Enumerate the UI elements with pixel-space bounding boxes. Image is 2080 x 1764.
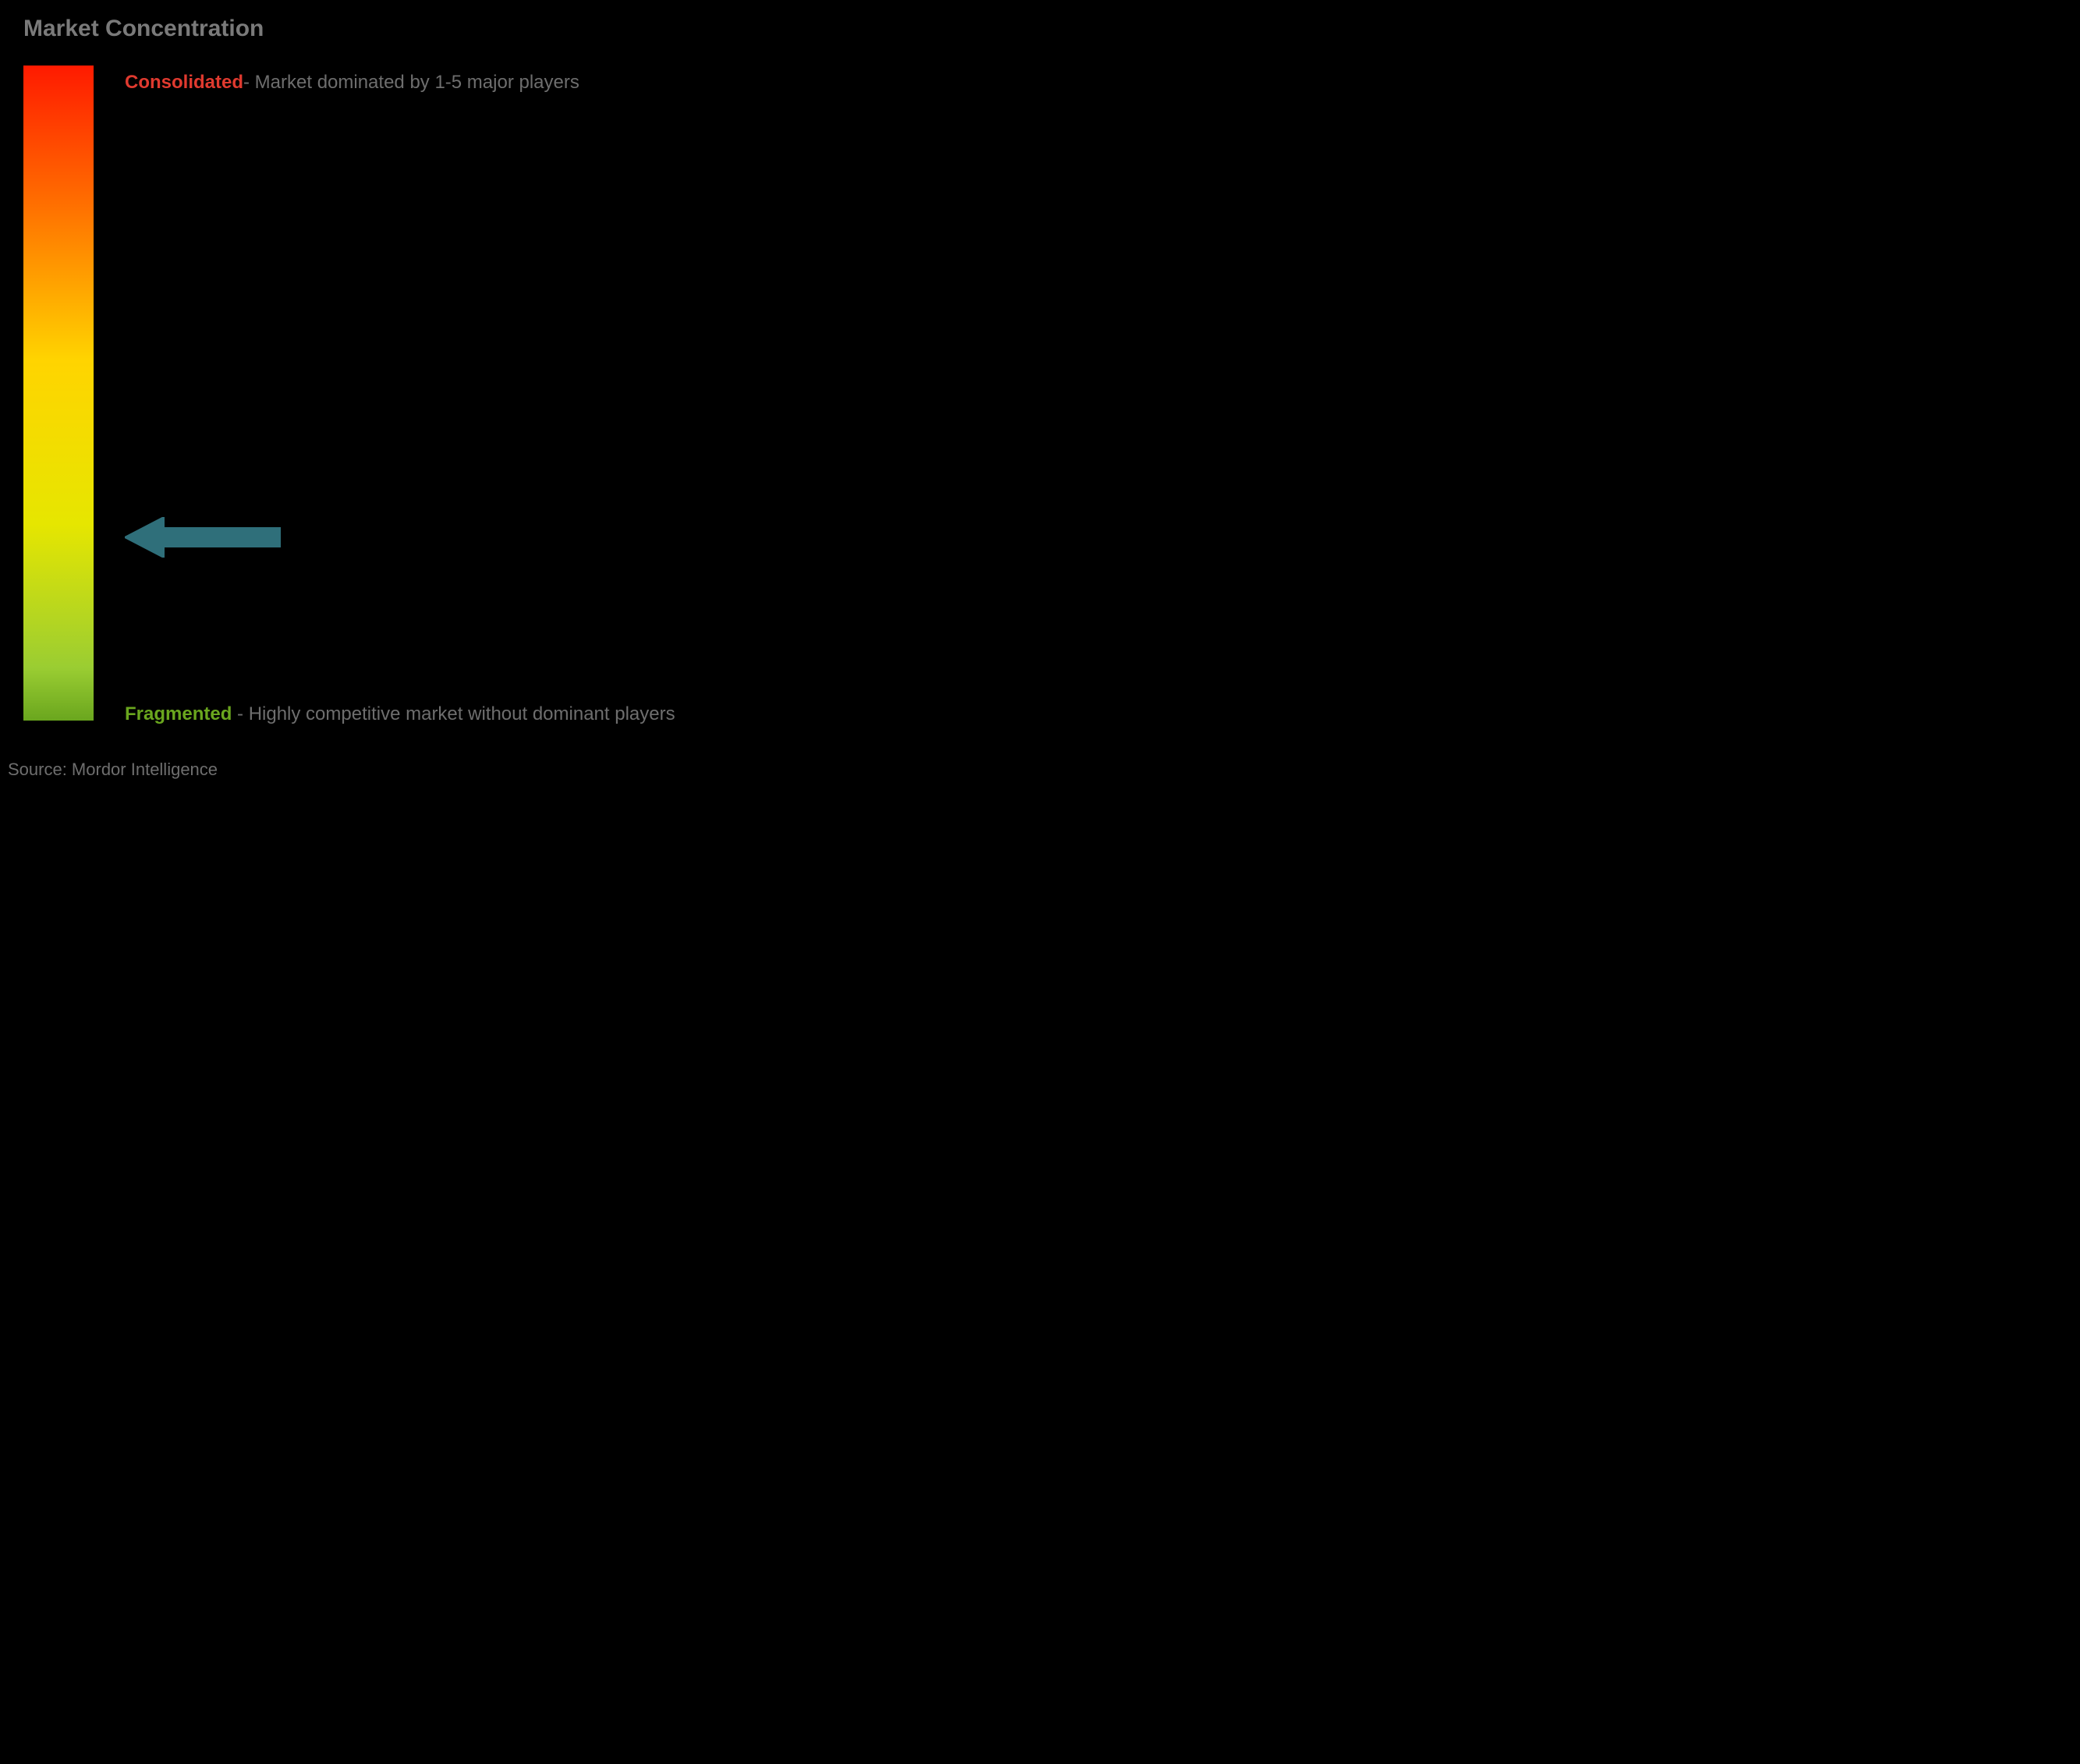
consolidated-label: Consolidated- Market dominated by 1-5 ma… [125,69,897,96]
source-attribution: Source: Mordor Intelligence [8,760,218,780]
fragmented-keyword: Fragmented [125,703,232,724]
consolidated-description: - Market dominated by 1-5 major players [243,72,579,93]
arrow-polygon [125,517,281,558]
labels-area: Consolidated- Market dominated by 1-5 ma… [125,66,912,721]
chart-title: Market Concentration [23,16,912,42]
fragmented-label: Fragmented - Highly competitive market w… [125,700,897,728]
gradient-bar-container [23,66,94,721]
concentration-gradient-bar [23,66,94,721]
fragmented-description: - Highly competitive market without domi… [232,703,675,724]
market-concentration-infographic: Market Concentration Consolidated- Marke… [0,0,936,794]
left-arrow-icon [125,517,281,558]
consolidated-keyword: Consolidated [125,72,243,93]
chart-body: Consolidated- Market dominated by 1-5 ma… [23,66,912,721]
position-indicator [125,517,281,558]
